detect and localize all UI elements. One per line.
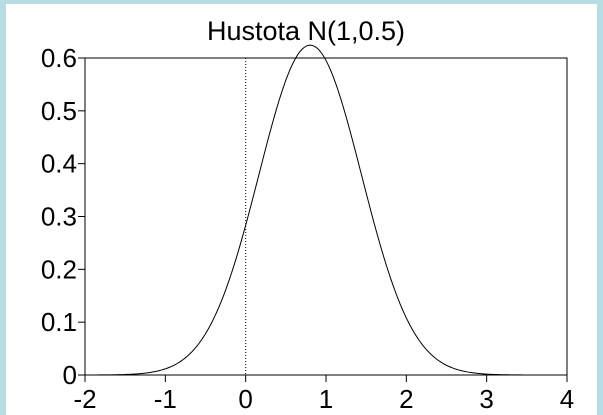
y-tick-label: 0.1 — [41, 307, 77, 337]
x-tick-label: 3 — [479, 384, 493, 414]
plot-area — [84, 57, 568, 376]
series-line-0 — [84, 44, 567, 376]
y-tick-label: 0.6 — [41, 43, 77, 73]
x-tick-label: 0 — [238, 384, 252, 414]
x-tick-label: 4 — [560, 384, 574, 414]
y-tick-label: 0.4 — [41, 149, 77, 179]
x-axis: -2 -1 0 1 2 3 4 — [73, 375, 574, 414]
x-tick-label: 2 — [399, 384, 413, 414]
y-tick-label: 0.2 — [41, 254, 77, 284]
series-group — [84, 44, 567, 376]
x-tick-label: -2 — [73, 384, 96, 414]
y-tick-label: 0.3 — [41, 202, 77, 232]
x-tick-label: -1 — [154, 384, 177, 414]
y-tick-label: 0.5 — [41, 96, 77, 126]
y-axis: 0 0.1 0.2 0.3 0.4 0.5 0.6 — [41, 43, 85, 390]
y-tick-label: 0 — [63, 360, 77, 390]
chart-title: Hustota N(1,0.5) — [207, 16, 405, 46]
x-tick-label: 1 — [319, 384, 333, 414]
